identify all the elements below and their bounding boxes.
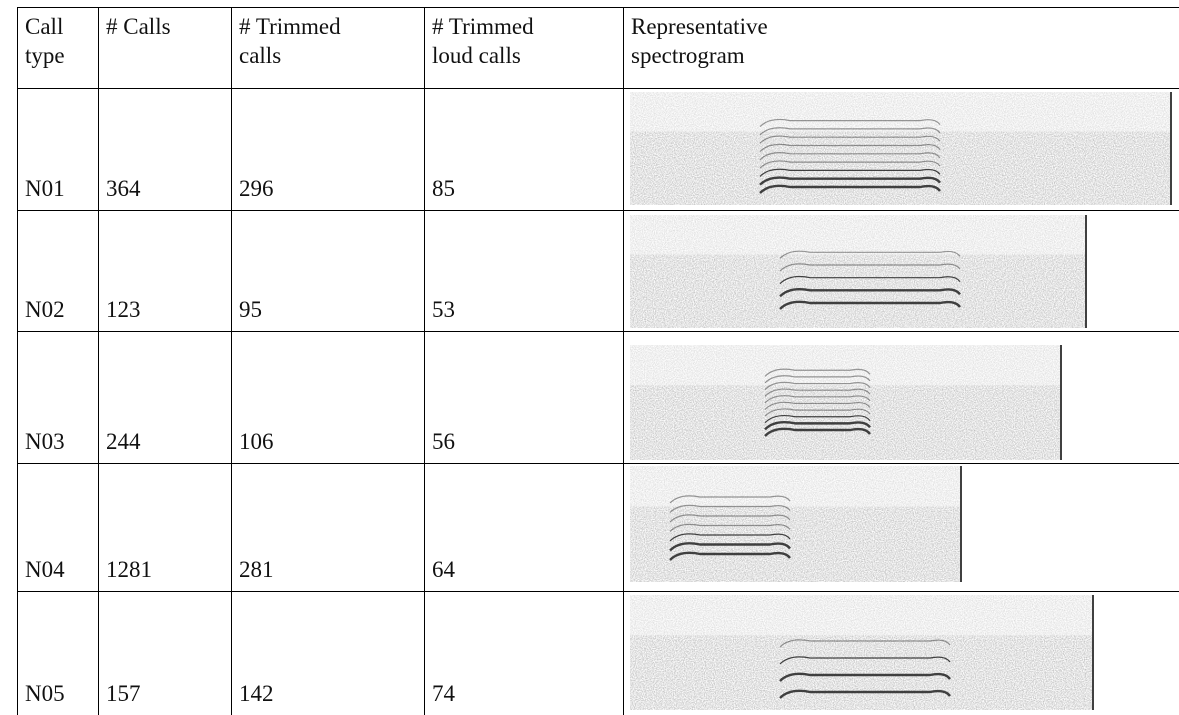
count-cell: 56: [432, 429, 455, 454]
row-rule: [17, 331, 1179, 332]
count-cell: 157: [106, 681, 141, 706]
row-rule: [17, 88, 1179, 89]
spectrogram: [630, 92, 1172, 205]
harmonic: [764, 388, 871, 397]
count-cell: 106: [239, 429, 274, 454]
harmonic: [764, 427, 871, 437]
count-cell: 296: [239, 176, 274, 201]
count-cell: 123: [106, 297, 141, 322]
column-rule: [424, 7, 425, 715]
harmonic: [779, 288, 961, 298]
harmonic: [764, 368, 871, 377]
count-cell: 85: [432, 176, 455, 201]
harmonic: [779, 656, 951, 665]
harmonic: [764, 381, 871, 390]
harmonic: [764, 408, 871, 417]
count-cell: 142: [239, 681, 274, 706]
count-cell: 95: [239, 297, 262, 322]
harmonic: [764, 375, 871, 384]
spectrogram-fade: [630, 466, 960, 507]
spectrogram: [630, 345, 1062, 460]
count-cell: 281: [239, 557, 274, 582]
spectrogram-noise: [630, 345, 1060, 460]
count-cell: 364: [106, 176, 141, 201]
harmonic: [759, 152, 941, 161]
harmonic: [759, 127, 941, 136]
row-rule: [17, 591, 1179, 592]
call-type: N05: [25, 681, 65, 706]
count-cell: 244: [106, 429, 141, 454]
harmonic: [759, 184, 941, 194]
count-cell: 53: [432, 297, 455, 322]
column-rule: [17, 7, 18, 715]
header-cell: # Trimmed loud calls: [432, 14, 534, 68]
spectrogram-fade: [630, 595, 1092, 636]
harmonic: [779, 263, 961, 272]
call-type: N01: [25, 176, 65, 201]
harmonic: [764, 395, 871, 404]
harmonic: [669, 523, 791, 532]
harmonic: [759, 168, 941, 177]
harmonic: [779, 672, 951, 682]
harmonic: [669, 542, 791, 552]
spectrogram-fade: [630, 345, 1060, 386]
harmonic: [759, 135, 941, 144]
harmonic: [759, 160, 941, 169]
row-rule: [17, 7, 1179, 8]
spectrogram: [630, 595, 1094, 710]
harmonic: [669, 551, 791, 561]
harmonic: [669, 514, 791, 523]
header-cell: Call type: [25, 14, 65, 68]
harmonic: [779, 689, 951, 699]
harmonic: [759, 118, 941, 128]
spectrogram-noise: [630, 215, 1085, 328]
harmonic: [779, 300, 961, 310]
call-type: N03: [25, 429, 65, 454]
harmonic: [669, 533, 791, 542]
harmonic: [779, 275, 961, 285]
call-type: N02: [25, 297, 65, 322]
harmonic: [764, 401, 871, 410]
spectrogram: [630, 215, 1087, 328]
column-rule: [98, 7, 99, 715]
harmonic: [759, 143, 941, 152]
row-rule: [17, 463, 1179, 464]
harmonic: [779, 250, 961, 259]
column-rule: [623, 7, 624, 715]
call-type: N04: [25, 557, 65, 582]
harmonic: [669, 504, 791, 513]
harmonic: [779, 639, 951, 648]
count-cell: 64: [432, 557, 455, 582]
row-rule: [17, 210, 1179, 211]
column-rule: [231, 7, 232, 715]
spectrogram: [630, 466, 962, 582]
spectrogram-noise: [630, 466, 960, 582]
header-cell: # Trimmed calls: [239, 14, 341, 68]
header-cell: # Calls: [106, 14, 171, 39]
count-cell: 74: [432, 681, 455, 706]
harmonic: [764, 421, 871, 431]
spectrogram-fade: [630, 92, 1170, 132]
count-cell: 1281: [106, 557, 152, 582]
spectrogram-fade: [630, 215, 1085, 255]
header-cell: Representative spectrogram: [631, 14, 768, 68]
harmonic: [669, 495, 791, 504]
harmonic: [764, 415, 871, 424]
harmonic: [759, 176, 941, 186]
